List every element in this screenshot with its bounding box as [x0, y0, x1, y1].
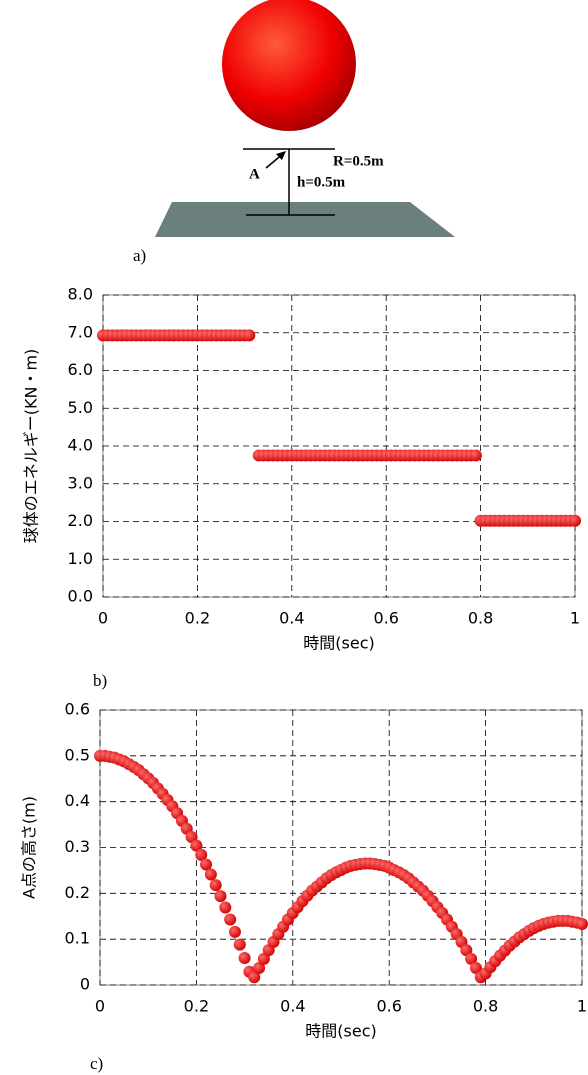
- y-axis-label: 球体のエネルギー(KN・m): [22, 349, 41, 544]
- y-tick-label: 0.0: [68, 587, 93, 606]
- y-tick-label: 5.0: [68, 398, 93, 417]
- point: [209, 879, 222, 892]
- y-tick-label: 0.5: [65, 745, 90, 764]
- point: [204, 868, 217, 881]
- point-label: A: [249, 166, 260, 182]
- x-tick-label: 0.2: [184, 997, 209, 1016]
- point: [248, 971, 261, 984]
- x-tick-label: 0.2: [185, 609, 210, 628]
- x-axis-label: 時間(sec): [303, 634, 374, 653]
- point: [569, 514, 581, 527]
- point: [200, 858, 213, 871]
- point: [469, 449, 482, 462]
- y-tick-label: 0.4: [65, 791, 90, 810]
- y-tick-label: 4.0: [68, 436, 93, 455]
- y-tick-label: 1.0: [68, 549, 93, 568]
- point: [243, 329, 256, 342]
- caption: a): [133, 246, 146, 265]
- y-tick-label: 8.0: [68, 285, 93, 304]
- caption: b): [93, 671, 107, 690]
- chart: 0.0 1.0 2.0 3.0 4.0 5.0 6.0 7.0 8.0 0 0.2 0.4 0.6 0.8…: [22, 285, 581, 690]
- chart: 0 0.1 0.2 0.3 0.4 0.5 0.6 0 0.2 0.4 0.6 0.8 1 時間(sec)…: [20, 700, 588, 1073]
- point: [238, 951, 251, 964]
- x-tick-label: 0.6: [373, 609, 398, 628]
- x-tick-label: 0: [98, 609, 108, 628]
- y-axis-label: A点の高さ(m): [20, 796, 39, 899]
- x-tick-label: 0.4: [280, 997, 305, 1016]
- diagram: R=0.5m A h=0.5m a): [133, 0, 455, 265]
- point: [465, 952, 478, 965]
- ground: [155, 202, 455, 237]
- x-tick-label: 0.4: [279, 609, 304, 628]
- x-tick-label: 0: [95, 997, 105, 1016]
- y-tick-label: 7.0: [68, 322, 93, 341]
- point: [253, 962, 266, 975]
- x-tick-label: 0.8: [468, 609, 493, 628]
- height-label: h=0.5m: [297, 174, 346, 190]
- y-tick-label: 0.6: [65, 700, 90, 719]
- x-tick-label: 0.8: [473, 997, 498, 1016]
- caption: c): [90, 1054, 103, 1073]
- ball: [222, 0, 356, 131]
- point: [190, 839, 203, 852]
- point: [576, 918, 588, 931]
- point: [228, 925, 241, 938]
- point: [219, 901, 232, 914]
- y-tick-label: 0.2: [65, 883, 90, 902]
- y-tick-label: 0.1: [65, 929, 90, 948]
- point: [469, 962, 482, 975]
- point: [224, 913, 237, 926]
- x-axis-label: 時間(sec): [305, 1022, 376, 1041]
- point: [233, 938, 246, 951]
- x-tick-label: 0.6: [376, 997, 401, 1016]
- x-tick-label: 1: [577, 997, 587, 1016]
- y-tick-label: 3.0: [68, 473, 93, 492]
- y-tick-label: 0.3: [65, 837, 90, 856]
- radius-label: R=0.5m: [333, 153, 384, 169]
- y-tick-label: 6.0: [68, 360, 93, 379]
- x-tick-label: 1: [570, 609, 580, 628]
- point: [195, 848, 208, 861]
- y-tick-label: 0: [80, 975, 90, 994]
- point: [214, 890, 227, 903]
- arrow-head: [276, 151, 286, 160]
- y-tick-label: 2.0: [68, 511, 93, 530]
